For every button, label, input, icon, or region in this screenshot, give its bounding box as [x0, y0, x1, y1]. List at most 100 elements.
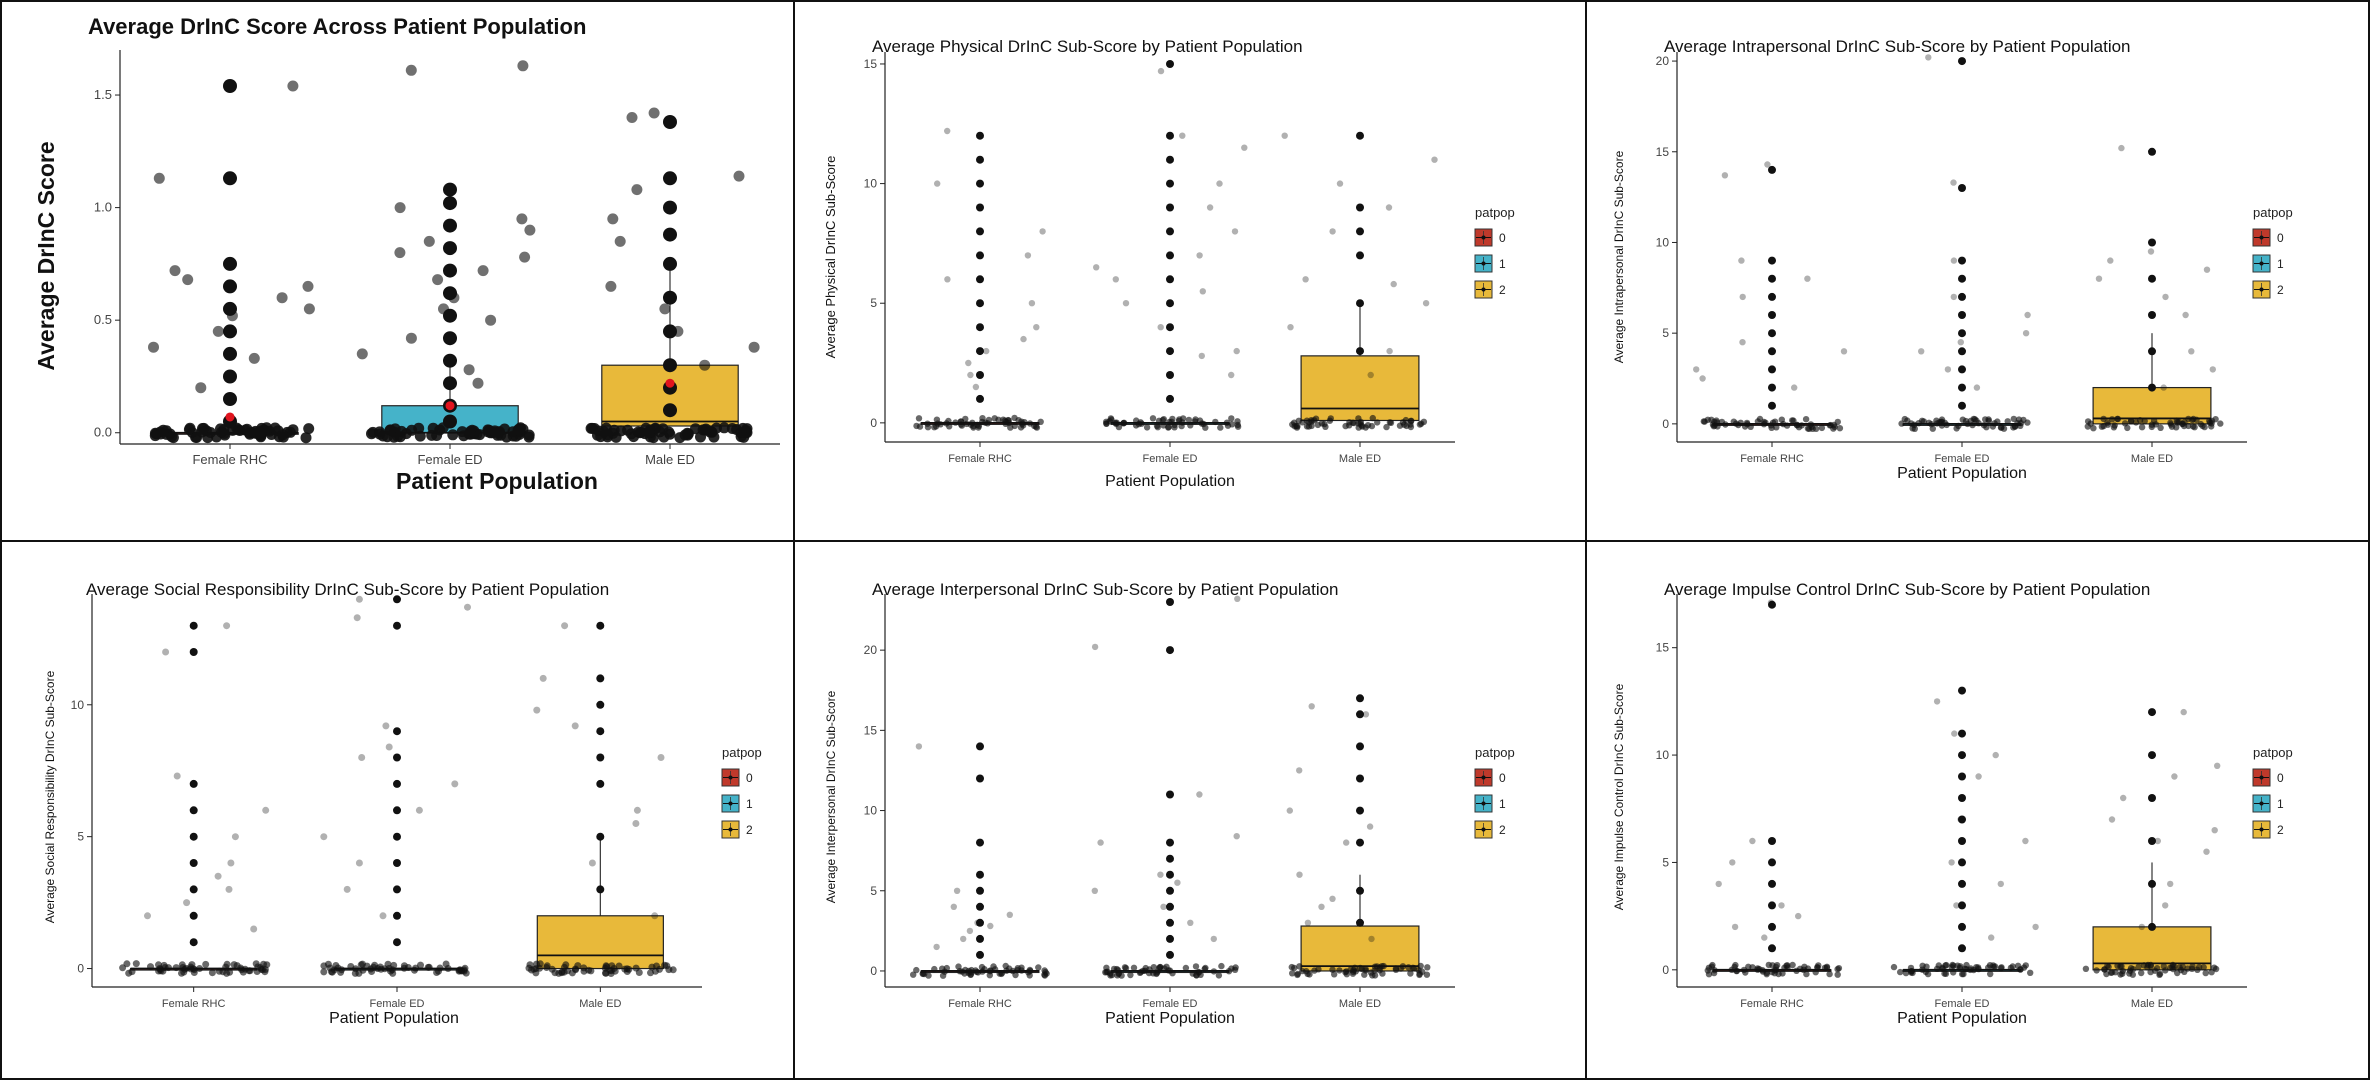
stacked-point	[1958, 751, 1966, 760]
data-point	[548, 965, 556, 973]
data-point	[657, 754, 665, 761]
stacked-point	[2148, 708, 2156, 717]
box-body	[536, 915, 664, 970]
data-point	[1416, 421, 1424, 428]
stacked-point	[393, 621, 401, 630]
data-point	[2203, 848, 2210, 855]
data-point	[1343, 971, 1350, 978]
stacked-point	[1958, 347, 1966, 356]
x-axis-label: Patient Population	[1897, 465, 2027, 482]
stacked-point	[189, 911, 198, 920]
data-point	[943, 420, 950, 427]
data-point	[1149, 415, 1157, 422]
data-point	[1357, 418, 1364, 426]
data-point	[699, 359, 711, 371]
data-point	[543, 964, 551, 971]
data-point	[731, 424, 743, 435]
data-point	[396, 425, 407, 437]
stacked-point	[1166, 934, 1174, 943]
data-point	[1397, 965, 1404, 972]
stacked-point	[1166, 918, 1174, 927]
data-point	[648, 963, 656, 971]
data-point	[1898, 420, 1905, 427]
stacked-point	[1166, 347, 1174, 356]
data-point	[539, 674, 547, 682]
data-point	[343, 885, 351, 893]
stacked-point	[1356, 347, 1364, 356]
data-point	[1731, 923, 1739, 931]
stacked-point	[1768, 311, 1776, 319]
data-point	[447, 429, 459, 441]
data-point	[1368, 422, 1376, 430]
data-point	[2212, 416, 2219, 423]
legend-label: 2	[1499, 823, 1506, 837]
data-point	[1407, 417, 1415, 425]
data-point	[1112, 276, 1119, 283]
data-point	[1153, 422, 1161, 429]
stacked-point	[1958, 858, 1966, 867]
data-point	[1289, 970, 1296, 977]
data-point	[1715, 880, 1722, 888]
y-axis-label: Average Interpersonal DrInC Sub-Score	[824, 690, 838, 903]
y-tick-label: 15	[864, 723, 878, 737]
data-point	[1331, 971, 1338, 978]
legend-title: patpop	[1475, 745, 1515, 760]
legend-key	[2252, 228, 2271, 247]
x-tick-label: Female ED	[1142, 998, 1197, 1010]
data-point	[634, 427, 646, 439]
stacked-point	[2148, 794, 2156, 802]
data-point	[1218, 962, 1225, 970]
legend-label: 1	[746, 797, 753, 811]
data-point	[632, 820, 640, 827]
data-point	[189, 965, 197, 973]
data-point	[196, 426, 208, 438]
stacked-point	[663, 200, 677, 215]
stacked-point	[189, 938, 198, 947]
stacked-point	[596, 674, 605, 683]
data-point	[1127, 971, 1134, 979]
data-point	[2162, 293, 2169, 301]
x-axis-label: Patient Population	[396, 468, 598, 494]
stacked-point	[1166, 227, 1174, 236]
data-point	[2127, 418, 2135, 425]
data-point	[2126, 967, 2134, 974]
data-point	[1178, 422, 1185, 430]
data-point	[2135, 963, 2142, 971]
data-point	[1713, 417, 1720, 424]
data-point	[1836, 425, 1844, 432]
legend-swatch-point	[1481, 775, 1486, 780]
legend-label: 1	[1499, 257, 1506, 271]
data-point	[1233, 833, 1240, 840]
data-point	[1113, 420, 1120, 428]
x-tick-label: Male ED	[1339, 998, 1381, 1010]
data-point	[2138, 923, 2145, 931]
data-point	[370, 963, 378, 971]
stacked-point	[1356, 710, 1364, 719]
data-point	[1818, 424, 1826, 432]
stacked-point	[2148, 238, 2156, 247]
stacked-point	[189, 832, 198, 841]
legend-key	[721, 794, 740, 813]
data-point	[153, 172, 165, 184]
data-point	[148, 341, 159, 353]
y-tick-label: 5	[1662, 855, 1669, 869]
stacked-point	[1166, 870, 1174, 879]
data-point	[608, 962, 616, 970]
data-point	[1944, 366, 1952, 373]
data-point	[2203, 266, 2211, 273]
data-point	[562, 961, 570, 969]
data-point	[1228, 421, 1236, 428]
y-axis-label: Average Intrapersonal DrInC Sub-Score	[1612, 150, 1626, 363]
data-point	[157, 424, 169, 436]
data-point	[1783, 422, 1791, 429]
stacked-point	[1166, 155, 1174, 164]
data-point	[1153, 970, 1160, 978]
mean-marker	[665, 378, 675, 388]
data-point	[2176, 964, 2183, 971]
data-point	[1210, 935, 1217, 943]
data-point	[697, 424, 709, 436]
data-point	[2157, 424, 2164, 431]
box-body	[1300, 925, 1420, 972]
legend-key	[1474, 794, 1493, 813]
stacked-point	[1166, 179, 1174, 188]
